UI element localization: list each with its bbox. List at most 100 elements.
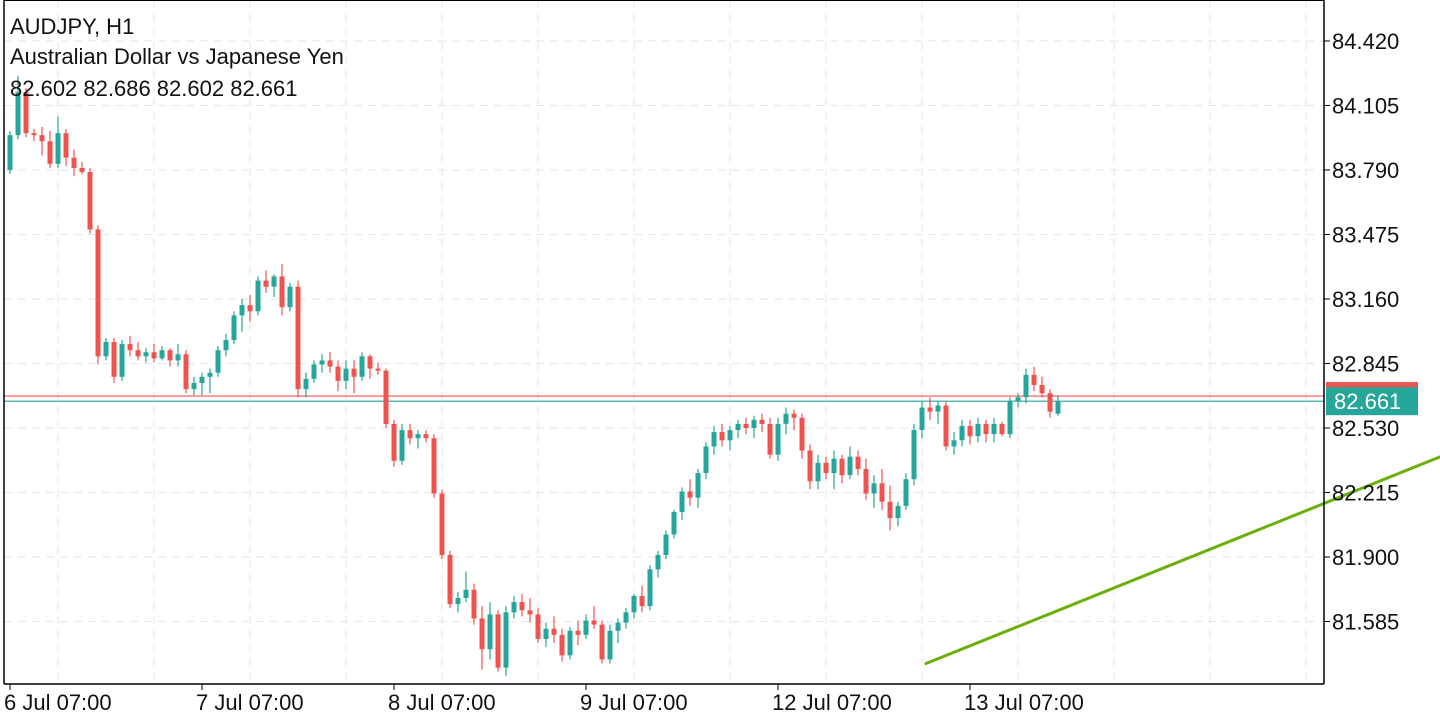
candle-body (903, 479, 909, 506)
candle (631, 593, 637, 619)
candle (919, 401, 925, 439)
candle-body (359, 356, 365, 377)
candle (591, 606, 597, 629)
candle (895, 501, 901, 527)
candle (31, 129, 37, 142)
candle-body (159, 350, 165, 359)
candle-body (831, 458, 837, 474)
candle-body (815, 462, 821, 482)
candle-body (447, 554, 453, 605)
y-tick-label: 81.900 (1332, 545, 1399, 570)
candle (967, 419, 973, 445)
candle (711, 425, 717, 455)
candle-body (935, 405, 941, 412)
candle (743, 417, 749, 435)
candle (87, 167, 93, 234)
candle-body (31, 133, 37, 136)
time-axis[interactable]: 6 Jul 07:00 7 Jul 07:00 8 Jul 07:00 9 Jul 0… (4, 684, 1084, 715)
ohlc-values: 82.602 82.686 82.602 82.661 (10, 76, 298, 101)
candle (351, 360, 357, 394)
candle (735, 419, 741, 439)
candle-body (183, 354, 189, 390)
candle (1039, 376, 1045, 398)
candle-body (207, 372, 213, 377)
candle (807, 444, 813, 490)
candle (135, 342, 141, 361)
candle-body (719, 432, 725, 441)
candle (199, 372, 205, 396)
candle-body (343, 368, 349, 381)
candle (215, 346, 221, 377)
candle (319, 354, 325, 373)
candle (519, 593, 525, 617)
candle (879, 468, 885, 510)
candle (671, 509, 677, 539)
candle (439, 489, 445, 560)
candle (335, 360, 341, 392)
candle (935, 401, 941, 424)
candle (271, 274, 277, 297)
candle-body (479, 618, 485, 650)
candle (279, 264, 285, 316)
candle-body (1039, 385, 1045, 394)
grid-lines (4, 0, 1324, 684)
candle (951, 432, 957, 455)
candle (399, 423, 405, 465)
y-tick-label: 83.475 (1332, 222, 1399, 247)
candle-body (103, 342, 109, 357)
candle (527, 597, 533, 623)
candle (495, 610, 501, 672)
candle (415, 430, 421, 449)
candle-body (759, 419, 765, 424)
x-tick-label: 7 Jul 07:00 (196, 690, 304, 715)
candle-body (303, 378, 309, 390)
candle-body (967, 425, 973, 437)
candle-body (231, 315, 237, 340)
candle (39, 126, 45, 156)
candle-body (575, 630, 581, 635)
candle-body (415, 434, 421, 439)
candle-body (807, 450, 813, 482)
candle (239, 298, 245, 332)
symbol-title: AUDJPY, H1 (10, 14, 135, 39)
y-tick-label: 82.845 (1332, 352, 1399, 377)
candle-body (1023, 374, 1029, 398)
candle (207, 368, 213, 394)
x-tick-label: 8 Jul 07:00 (388, 690, 496, 715)
axes (3, 0, 1325, 685)
candle-body (847, 456, 853, 476)
candle (71, 149, 77, 177)
candle (327, 352, 333, 373)
candle (447, 550, 453, 609)
candle-body (423, 434, 429, 439)
candle-body (751, 419, 757, 429)
price-axis[interactable]: 84.420 84.105 83.790 83.475 83.160 82.845 82.5… (1324, 29, 1399, 635)
candle-body (823, 462, 829, 474)
candle (15, 75, 21, 140)
candle (231, 311, 237, 345)
candle-body (783, 413, 789, 424)
candle-body (175, 354, 181, 361)
candle-body (1031, 374, 1037, 386)
candle-body (623, 612, 629, 623)
candle-body (775, 423, 781, 455)
candle (359, 352, 365, 381)
candle (111, 337, 117, 383)
candle (551, 616, 557, 644)
candle-body (1047, 393, 1053, 412)
candle-body (527, 610, 533, 615)
candle-body (879, 483, 885, 502)
candle (431, 434, 437, 498)
candle (911, 423, 917, 486)
candle (191, 376, 197, 396)
candle (943, 401, 949, 451)
candle (831, 450, 837, 490)
candle (95, 225, 101, 365)
candle (775, 417, 781, 461)
candle (183, 350, 189, 394)
candles (7, 75, 1061, 676)
candle-body (911, 430, 917, 480)
candle-body (487, 614, 493, 650)
candle-body (543, 628, 549, 639)
